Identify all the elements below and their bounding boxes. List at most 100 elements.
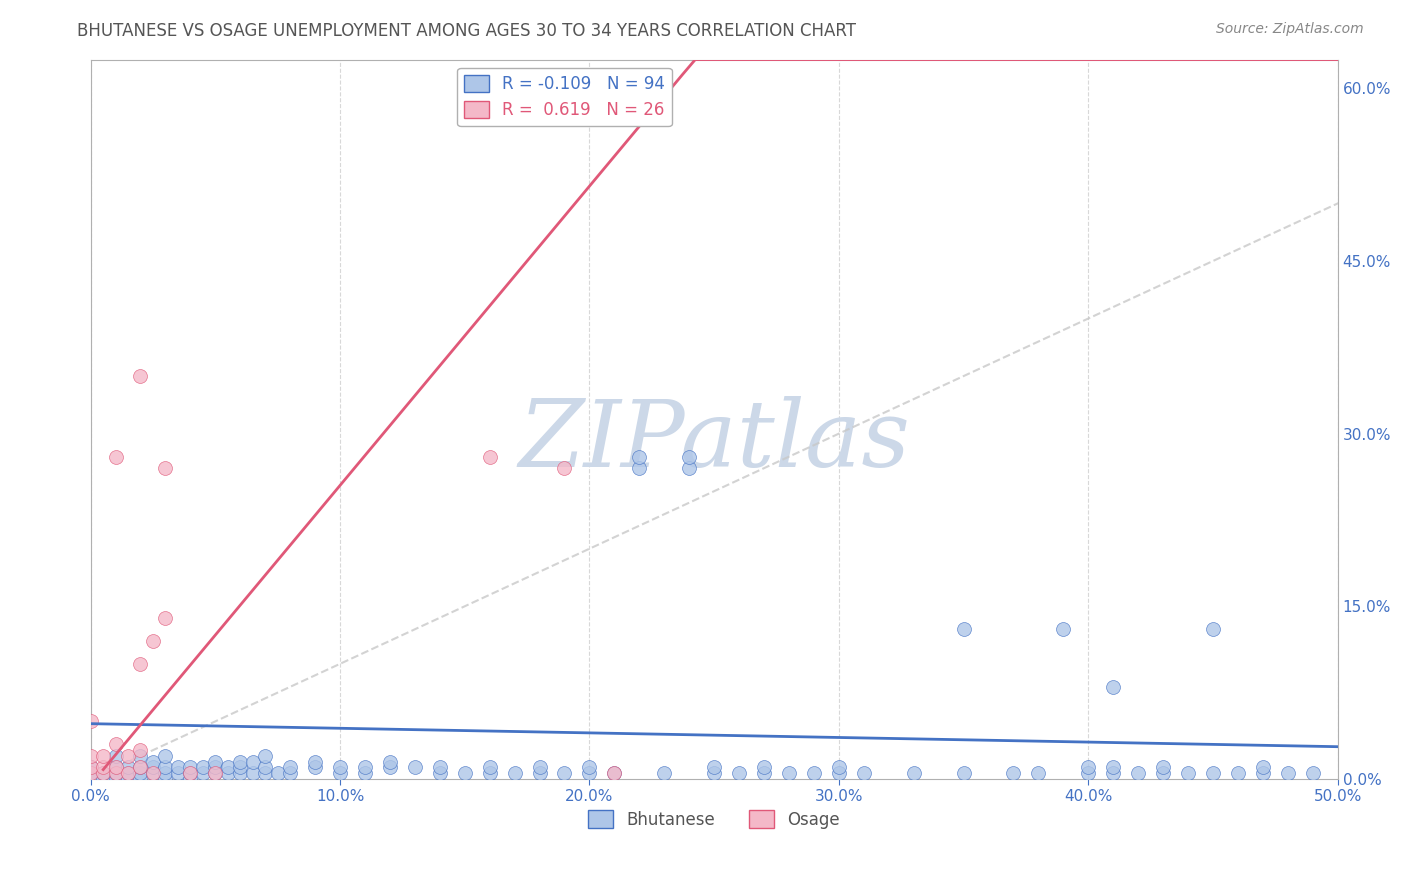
Point xyxy=(91,766,114,780)
Point xyxy=(503,766,526,780)
Point xyxy=(217,760,239,774)
Point xyxy=(952,622,974,636)
Point xyxy=(155,760,177,774)
Point xyxy=(304,760,326,774)
Point xyxy=(117,748,139,763)
Point xyxy=(1077,760,1099,774)
Point xyxy=(254,760,277,774)
Point xyxy=(404,760,426,774)
Point xyxy=(129,760,152,774)
Point xyxy=(242,766,264,780)
Point xyxy=(142,760,165,774)
Text: BHUTANESE VS OSAGE UNEMPLOYMENT AMONG AGES 30 TO 34 YEARS CORRELATION CHART: BHUTANESE VS OSAGE UNEMPLOYMENT AMONG AG… xyxy=(77,22,856,40)
Point xyxy=(155,748,177,763)
Point xyxy=(79,772,101,786)
Point xyxy=(628,461,651,475)
Point xyxy=(91,766,114,780)
Point xyxy=(142,755,165,769)
Point xyxy=(529,766,551,780)
Point xyxy=(703,760,725,774)
Point xyxy=(903,766,925,780)
Point xyxy=(1002,766,1025,780)
Point xyxy=(1202,622,1225,636)
Point xyxy=(155,772,177,786)
Point xyxy=(1251,766,1274,780)
Point xyxy=(191,766,214,780)
Point xyxy=(229,755,252,769)
Point xyxy=(117,766,139,780)
Point xyxy=(79,766,101,780)
Point xyxy=(1052,622,1074,636)
Point xyxy=(142,766,165,780)
Point xyxy=(752,766,775,780)
Point xyxy=(129,369,152,384)
Point xyxy=(1077,766,1099,780)
Point xyxy=(1102,760,1125,774)
Point xyxy=(217,766,239,780)
Point xyxy=(104,748,127,763)
Point xyxy=(678,461,700,475)
Point xyxy=(1277,766,1299,780)
Point xyxy=(553,461,575,475)
Point xyxy=(678,450,700,464)
Point xyxy=(104,766,127,780)
Point xyxy=(117,766,139,780)
Point xyxy=(703,766,725,780)
Point xyxy=(1177,766,1199,780)
Point xyxy=(778,766,800,780)
Point xyxy=(652,766,675,780)
Point xyxy=(728,766,751,780)
Point xyxy=(179,766,201,780)
Point xyxy=(179,772,201,786)
Point xyxy=(229,766,252,780)
Point xyxy=(129,760,152,774)
Point xyxy=(79,766,101,780)
Point xyxy=(104,760,127,774)
Point xyxy=(167,760,190,774)
Point xyxy=(454,766,477,780)
Point xyxy=(1202,766,1225,780)
Point xyxy=(852,766,875,780)
Point xyxy=(603,766,626,780)
Point xyxy=(104,738,127,752)
Point xyxy=(603,766,626,780)
Point xyxy=(278,760,301,774)
Point xyxy=(266,766,288,780)
Point xyxy=(329,766,352,780)
Point xyxy=(578,760,600,774)
Point xyxy=(378,760,401,774)
Point xyxy=(429,766,451,780)
Point xyxy=(179,766,201,780)
Point xyxy=(478,766,501,780)
Point xyxy=(278,766,301,780)
Point xyxy=(628,450,651,464)
Point xyxy=(378,755,401,769)
Point xyxy=(1251,760,1274,774)
Point xyxy=(952,766,974,780)
Point xyxy=(478,760,501,774)
Point xyxy=(117,772,139,786)
Point xyxy=(1302,766,1324,780)
Point xyxy=(828,766,851,780)
Point xyxy=(553,766,575,780)
Point xyxy=(1152,760,1174,774)
Text: Source: ZipAtlas.com: Source: ZipAtlas.com xyxy=(1216,22,1364,37)
Point xyxy=(529,760,551,774)
Point xyxy=(104,772,127,786)
Point xyxy=(91,772,114,786)
Point xyxy=(1028,766,1050,780)
Point xyxy=(79,748,101,763)
Point xyxy=(1126,766,1149,780)
Point xyxy=(204,755,226,769)
Point xyxy=(129,743,152,757)
Point xyxy=(129,657,152,671)
Point xyxy=(1226,766,1249,780)
Point xyxy=(142,633,165,648)
Point xyxy=(117,760,139,774)
Point xyxy=(242,755,264,769)
Point xyxy=(803,766,825,780)
Point xyxy=(167,766,190,780)
Point xyxy=(129,748,152,763)
Point xyxy=(204,766,226,780)
Point xyxy=(155,461,177,475)
